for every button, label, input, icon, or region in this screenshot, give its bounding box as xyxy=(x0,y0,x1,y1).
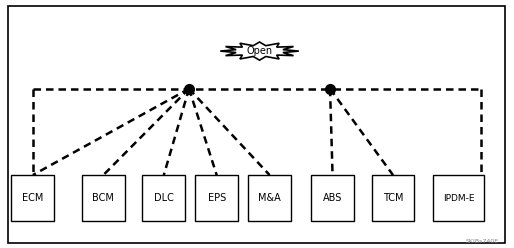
Text: Open: Open xyxy=(246,46,272,56)
FancyBboxPatch shape xyxy=(372,175,414,221)
FancyBboxPatch shape xyxy=(142,175,185,221)
FancyBboxPatch shape xyxy=(248,175,291,221)
Text: IPDM-E: IPDM-E xyxy=(443,194,474,203)
Text: M&A: M&A xyxy=(258,193,281,203)
FancyBboxPatch shape xyxy=(433,175,484,221)
Text: ECM: ECM xyxy=(22,193,44,203)
Text: DLC: DLC xyxy=(154,193,174,203)
FancyBboxPatch shape xyxy=(11,175,54,221)
Text: EPS: EPS xyxy=(208,193,226,203)
Polygon shape xyxy=(220,42,299,60)
Text: SKIBs740E: SKIBs740E xyxy=(466,239,499,244)
FancyBboxPatch shape xyxy=(311,175,354,221)
FancyBboxPatch shape xyxy=(82,175,125,221)
Text: BCM: BCM xyxy=(93,193,114,203)
Text: TCM: TCM xyxy=(383,193,403,203)
FancyBboxPatch shape xyxy=(195,175,238,221)
Text: ABS: ABS xyxy=(323,193,342,203)
